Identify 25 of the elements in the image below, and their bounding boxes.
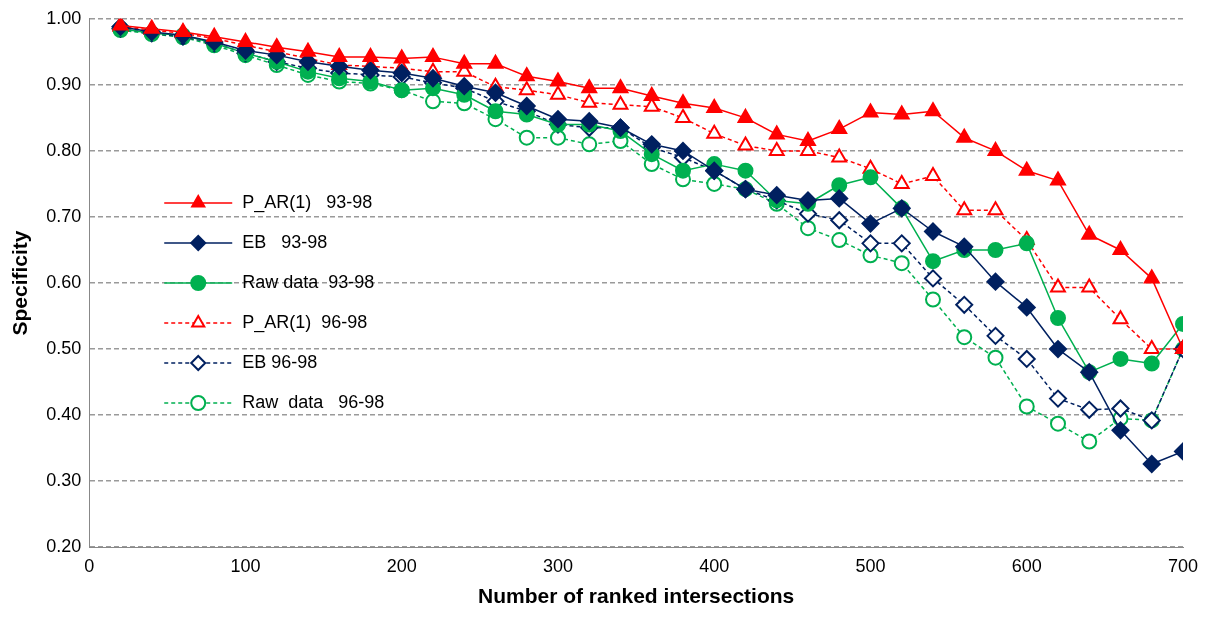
y-tick-label: 0.80: [46, 139, 82, 160]
y-tick-label: 0.60: [46, 271, 82, 292]
x-axis-title: Number of ranked intersections: [477, 584, 795, 608]
x-tick-label: 600: [1011, 555, 1042, 576]
x-tick-label: 700: [1167, 555, 1199, 576]
y-tick-label: 0.90: [46, 73, 82, 94]
y-tick-label: 0.20: [46, 536, 82, 557]
legend-label: EB 96-98: [242, 351, 318, 372]
y-tick-label: 1.00: [46, 7, 82, 28]
x-tick-label: 0: [84, 555, 95, 576]
legend-label: EB 93-98: [242, 231, 328, 252]
y-tick-label: 0.50: [46, 338, 82, 359]
legend-label: Raw data 96-98: [242, 391, 385, 412]
x-tick-label: 200: [386, 555, 417, 576]
x-tick-label: 100: [230, 555, 261, 576]
x-tick-label: 500: [855, 555, 886, 576]
legend-label: P_AR(1) 96-98: [242, 311, 368, 333]
legend-label: P_AR(1) 93-98: [242, 191, 373, 213]
legend-label: Raw data 93-98: [242, 271, 375, 292]
y-axis-title: Specificity: [8, 230, 32, 336]
y-tick-label: 0.30: [46, 470, 82, 491]
y-tick-label: 0.40: [46, 404, 82, 425]
x-tick-label: 400: [699, 555, 730, 576]
y-tick-label: 0.70: [46, 205, 82, 226]
x-tick-label: 300: [542, 555, 574, 576]
